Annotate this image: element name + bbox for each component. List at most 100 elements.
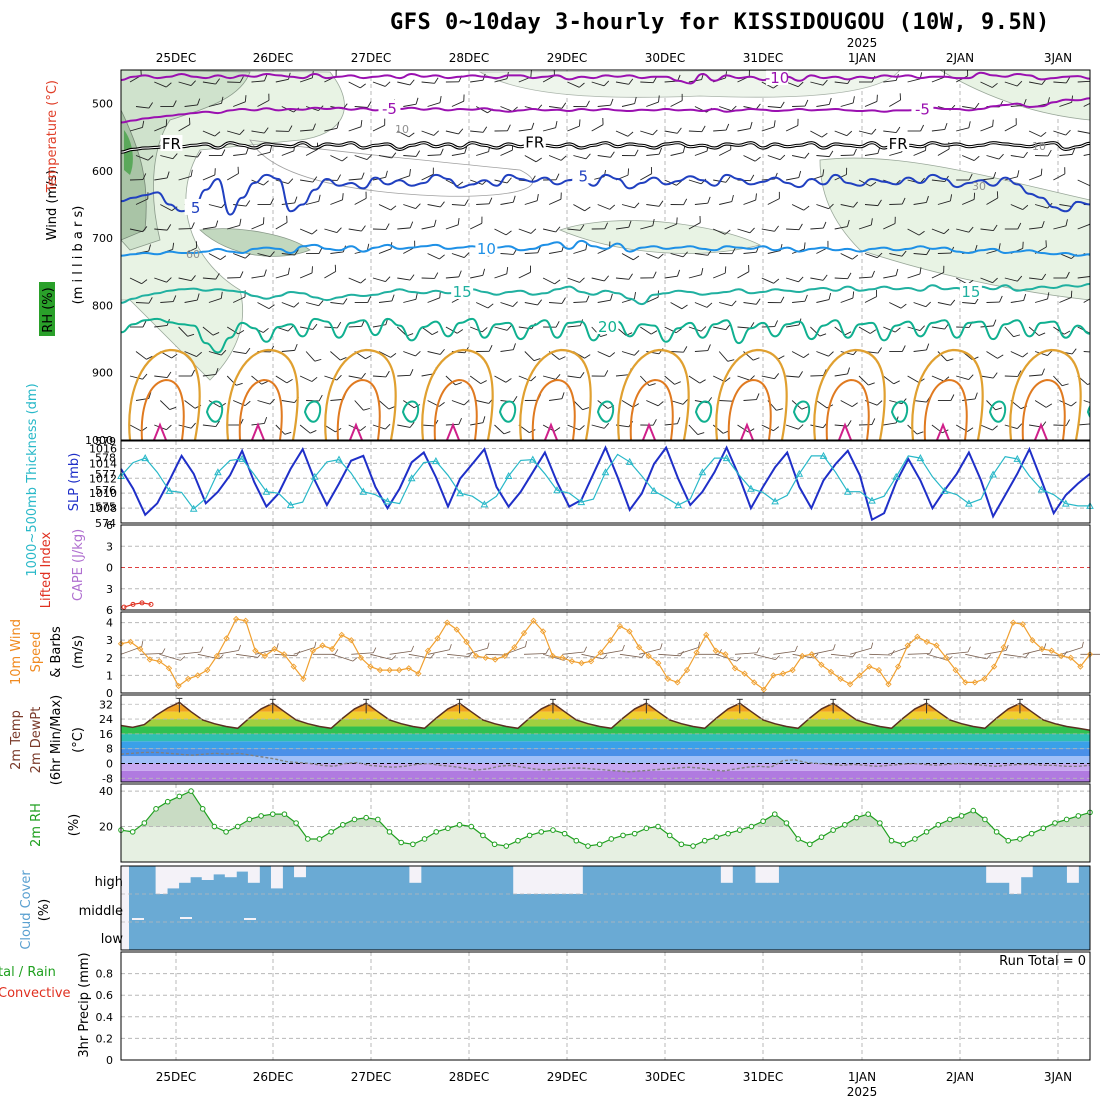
wind-barb — [597, 293, 613, 303]
wind-barb — [202, 168, 216, 181]
wind-barb — [154, 424, 172, 431]
rh-legend-swatch — [39, 282, 55, 336]
wind-barb — [1034, 292, 1050, 303]
wind-speed-point — [539, 628, 547, 635]
wind-barb — [640, 76, 657, 84]
wind-speed-point — [204, 666, 211, 674]
wind-barb — [573, 153, 591, 160]
wind-barb — [330, 298, 348, 305]
wind-barb — [719, 247, 736, 255]
wind-barb — [1059, 95, 1074, 107]
wind-barb — [202, 420, 220, 428]
wind-tick: 1 — [106, 669, 113, 682]
wind-barb — [1004, 326, 1021, 338]
cloud-low-label: low — [101, 932, 124, 947]
wind-barb — [761, 424, 780, 432]
wind-barb — [208, 253, 227, 261]
warm-contour — [617, 348, 690, 440]
rh2m-point — [258, 813, 264, 819]
wind10m-barb — [178, 646, 204, 655]
wind-speed-point — [252, 647, 259, 654]
wind10m-barb — [946, 646, 971, 655]
wind-barb — [816, 203, 834, 210]
rh2m-point — [1005, 837, 1012, 844]
wind-speed-point — [952, 666, 959, 674]
wind-barb — [864, 289, 878, 303]
date-label-top: 30DEC — [645, 51, 685, 65]
wind-barb — [208, 96, 224, 107]
wind-barb — [542, 120, 558, 132]
wind-barb — [451, 400, 470, 406]
wind-barb — [889, 302, 907, 309]
wind-barb — [743, 393, 760, 401]
wind-barb — [883, 268, 899, 279]
wind-barb — [397, 79, 415, 86]
wind-barb — [257, 93, 270, 107]
wind-barb — [354, 400, 370, 411]
wind-barb — [275, 215, 288, 230]
wind-barb — [1053, 375, 1069, 387]
wind-barb — [834, 420, 852, 427]
wind-speed-point — [655, 659, 662, 667]
cloud-high-gap — [178, 866, 191, 883]
wind-barb — [543, 321, 560, 328]
wind-barb — [1029, 220, 1045, 230]
wind-barb — [567, 372, 585, 379]
wind-barb — [1077, 130, 1090, 134]
isotherm-line — [121, 282, 1090, 306]
wind10m-barb — [715, 653, 742, 662]
wind-barb — [397, 169, 411, 181]
wind-barb — [202, 367, 219, 377]
wind-speed-point — [1000, 644, 1007, 651]
wind-barb — [451, 94, 465, 107]
wind-barb — [621, 96, 637, 107]
wind-barb — [597, 204, 616, 210]
contour-20-loop — [694, 400, 713, 423]
wind-speed-point — [827, 668, 835, 676]
wind-barb — [664, 127, 682, 134]
wind-speed-point — [1067, 654, 1074, 661]
wind-barb — [743, 155, 761, 162]
wind-speed-point — [683, 666, 691, 674]
cloud-gap — [121, 866, 129, 950]
wind-barb — [688, 125, 706, 133]
slp-marker — [625, 457, 634, 465]
date-label-bottom: 3JAN — [1044, 1070, 1072, 1084]
wind-speed-point — [271, 645, 278, 653]
precip-tick: 0.8 — [96, 968, 114, 981]
wind10m-barb — [734, 647, 760, 655]
warm-contour — [128, 348, 201, 440]
wind-barb — [233, 200, 251, 207]
rh2m-point — [760, 818, 766, 825]
wind-speed-point — [1010, 619, 1017, 626]
wind-speed-point — [185, 675, 192, 683]
isotherm-label: 5 — [191, 199, 201, 217]
slp-marker — [819, 451, 828, 459]
wind-speed-point — [520, 629, 528, 637]
isotherm-label-bg — [451, 283, 474, 299]
wind-barb — [154, 119, 168, 132]
wind-barb — [348, 120, 363, 132]
cloud-high-gap — [559, 866, 572, 894]
wind-barb — [378, 152, 397, 159]
warm-contour-peak — [544, 422, 558, 440]
surface-warm-contours — [128, 348, 1090, 440]
rh2m-point — [982, 816, 988, 823]
wind-barb — [299, 375, 318, 382]
isotherm-label: -10 — [765, 69, 790, 87]
wind-barb — [1053, 129, 1071, 136]
wind-barb — [573, 100, 590, 108]
wind-barb — [281, 196, 298, 205]
wind-barb — [281, 396, 299, 403]
wind-speed-point — [127, 638, 134, 646]
wind-barb — [129, 120, 145, 132]
wind-barb — [281, 249, 299, 256]
panel-frame — [120, 865, 1091, 951]
isotherm-label: 5 — [579, 167, 589, 185]
wind-barb — [372, 276, 391, 283]
thickness-line — [120, 445, 1091, 522]
wind-speed-point — [587, 658, 595, 665]
wind-barb — [421, 130, 439, 136]
wind-barb — [257, 198, 274, 205]
